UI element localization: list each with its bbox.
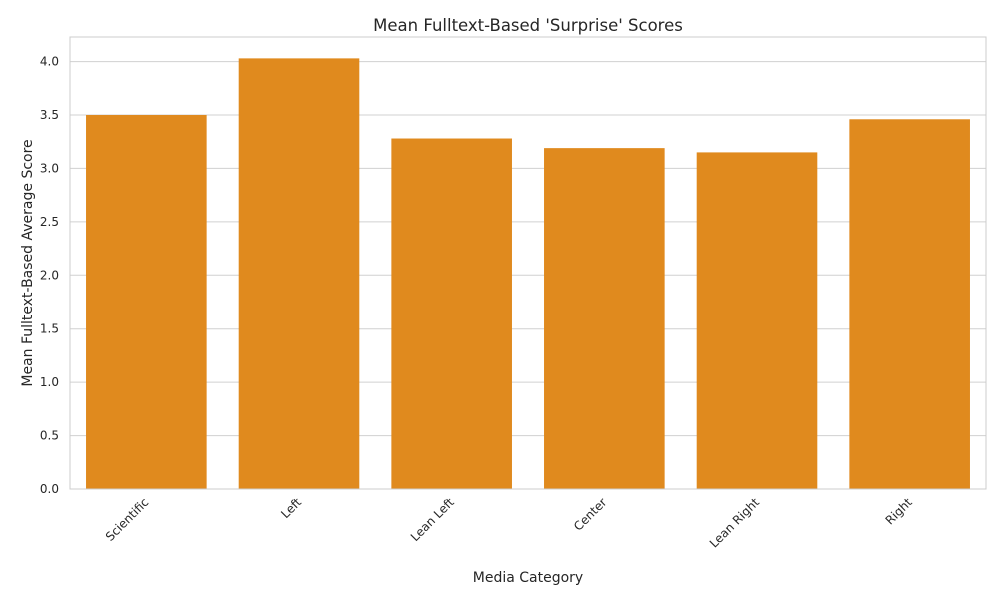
bar-scientific <box>86 115 207 489</box>
x-tick-label: Right <box>883 495 915 527</box>
bars <box>86 58 970 490</box>
y-tick-label: 2.5 <box>40 215 59 229</box>
bar-lean-right <box>696 152 818 490</box>
y-tick-label: 2.0 <box>40 268 59 282</box>
plot-frame <box>69 36 987 490</box>
x-tick-label: Lean Right <box>707 495 763 551</box>
x-axis-title: Media Category <box>473 570 583 586</box>
x-tick-label: Lean Left <box>408 495 457 544</box>
y-tick-label: 1.0 <box>40 375 59 389</box>
y-tick-label: 0.5 <box>40 429 59 443</box>
grid-lines <box>70 61 986 490</box>
bar-right <box>849 119 970 489</box>
y-tick-label: 3.5 <box>40 108 59 122</box>
y-tick-label: 0.0 <box>40 482 59 496</box>
y-axis-title: Mean Fulltext-Based Average Score <box>20 139 36 386</box>
y-tick-label: 4.0 <box>40 55 59 69</box>
x-tick-labels: Scientific Left Lean Left Center Lean Right R… <box>103 495 915 551</box>
bar-center <box>544 148 665 490</box>
chart-title: Mean Fulltext-Based 'Surprise' Scores <box>373 16 683 35</box>
x-tick-label: Center <box>571 495 610 534</box>
y-tick-label: 1.5 <box>40 322 59 336</box>
y-tick-label: 3.0 <box>40 161 59 175</box>
bar-lean-left <box>391 138 512 489</box>
x-tick-label: Left <box>278 495 304 521</box>
bar-left <box>238 58 360 490</box>
x-tick-label: Scientific <box>103 495 152 544</box>
y-tick-labels: 0.0 0.5 1.0 1.5 2.0 2.5 3.0 3.5 4.0 <box>40 55 59 496</box>
